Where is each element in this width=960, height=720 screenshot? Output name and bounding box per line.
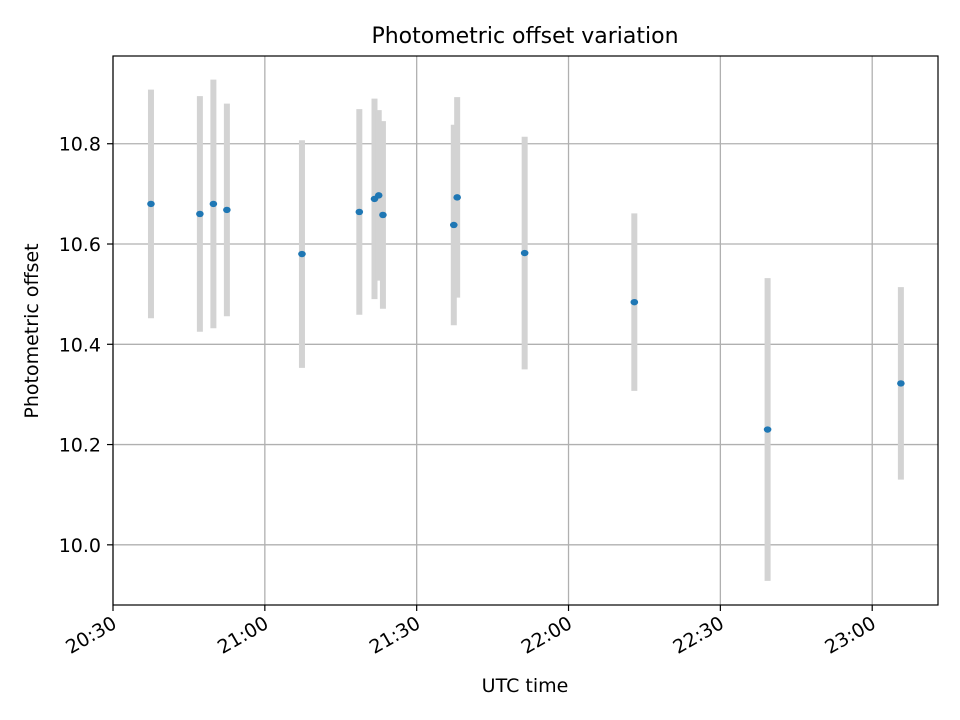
- data-point: [209, 200, 218, 208]
- data-point: [520, 249, 529, 257]
- data-point: [449, 221, 458, 229]
- y-axis-label: Photometric offset: [21, 243, 43, 418]
- data-point: [379, 211, 387, 219]
- data-point: [897, 380, 905, 387]
- y-tick-label: 10.6: [59, 234, 101, 256]
- data-point: [196, 210, 204, 218]
- data-point: [147, 200, 155, 208]
- y-tick-label: 10.2: [59, 435, 101, 457]
- y-tick-label: 10.4: [59, 334, 101, 356]
- y-axis-ticks: 10.0 10.2 10.4 10.6 10.8: [59, 134, 113, 557]
- y-tick-label: 10.8: [59, 134, 101, 156]
- y-tick-label: 10.0: [59, 535, 101, 557]
- data-point: [453, 194, 461, 201]
- x-axis-label: UTC time: [482, 675, 569, 697]
- plot-frame: [112, 55, 939, 606]
- data-point: [223, 206, 231, 214]
- data-point: [298, 250, 306, 258]
- data-point: [763, 426, 772, 433]
- data-point: [355, 208, 364, 216]
- data-point: [374, 192, 383, 199]
- data-points: [147, 192, 905, 433]
- chart-title: Photometric offset variation: [371, 24, 678, 49]
- data-point: [630, 298, 639, 306]
